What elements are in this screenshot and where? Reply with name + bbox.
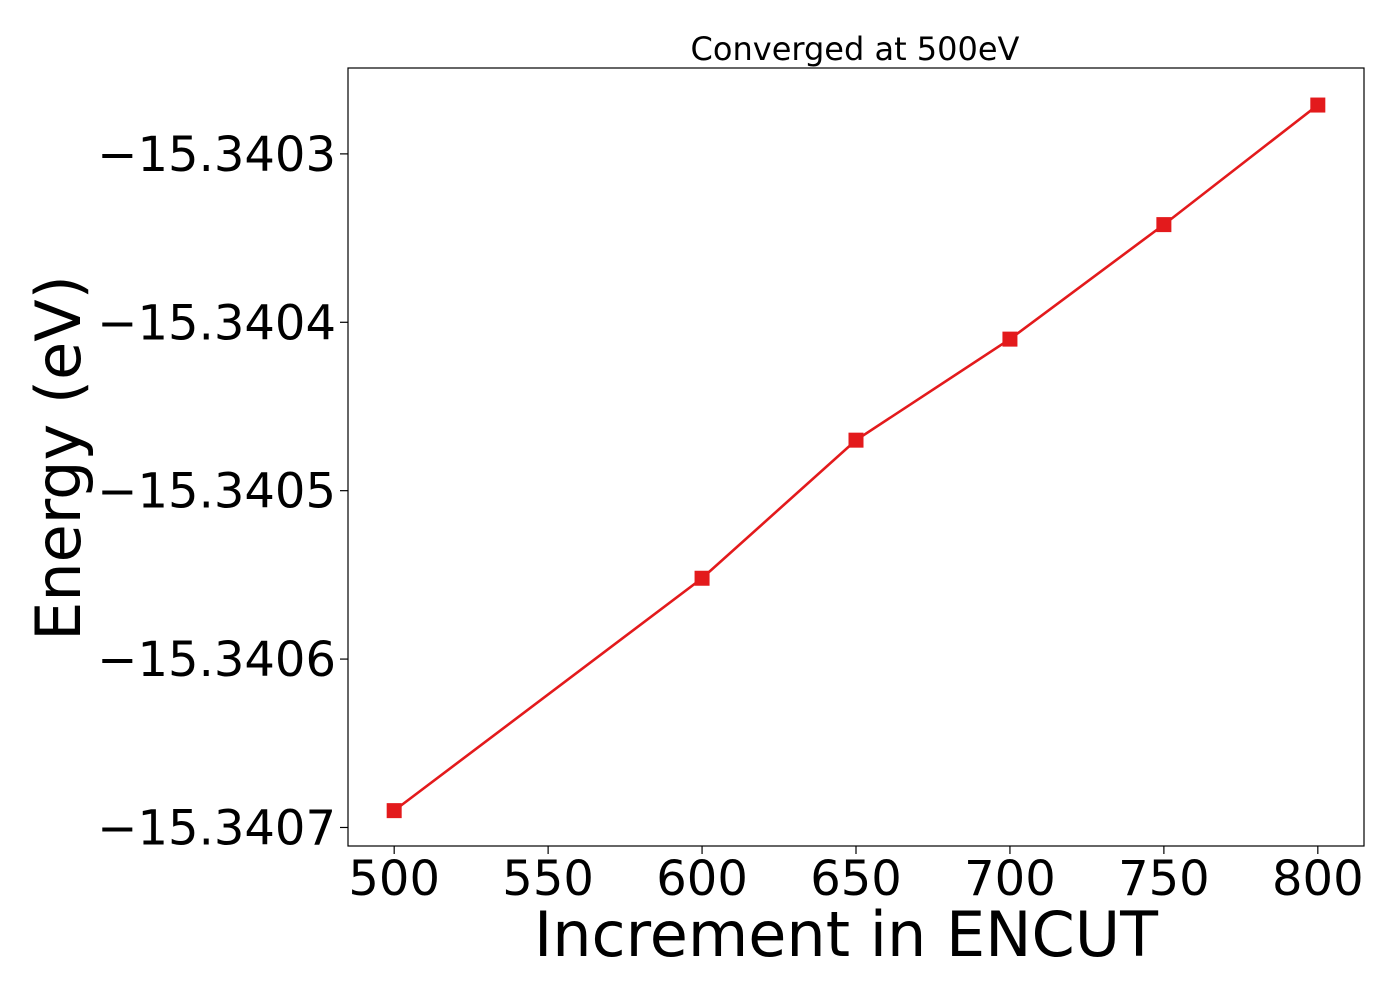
chart-title: Converged at 500eV bbox=[691, 30, 1020, 68]
x-tick-label: 650 bbox=[810, 851, 902, 907]
x-tick-label: 600 bbox=[656, 851, 748, 907]
y-tick-label: −15.3406 bbox=[97, 632, 336, 688]
y-tick-label: −15.3405 bbox=[97, 464, 336, 520]
y-axis: −15.3403 −15.3404 −15.3405 −15.3406 −15.3407 bbox=[97, 127, 348, 856]
data-point bbox=[1156, 217, 1172, 233]
x-axis: 500 550 600 650 700 750 800 bbox=[348, 846, 1364, 907]
y-tick-label: −15.3404 bbox=[97, 295, 336, 351]
x-tick-label: 500 bbox=[348, 851, 440, 907]
data-point bbox=[386, 803, 402, 819]
plot-area: 500 550 600 650 700 750 800 −15.3403−15.3404−1… bbox=[97, 67, 1365, 907]
x-tick-label: 700 bbox=[964, 851, 1056, 907]
x-tick-label: 750 bbox=[1118, 851, 1210, 907]
y-tick-label: −15.3407 bbox=[97, 800, 336, 856]
x-tick-label: 550 bbox=[502, 851, 594, 907]
x-tick-label: 800 bbox=[1272, 851, 1364, 907]
series-line bbox=[393, 104, 1319, 812]
y-tick-label: −15.3403 bbox=[97, 127, 336, 183]
data-point bbox=[1310, 97, 1326, 113]
data-point bbox=[848, 432, 864, 448]
data-point bbox=[1002, 331, 1018, 347]
data-point bbox=[694, 570, 710, 586]
x-axis-label: Increment in ENCUT bbox=[534, 898, 1159, 971]
y-axis-label: Energy (eV) bbox=[22, 275, 95, 641]
series-layer bbox=[386, 97, 1326, 819]
